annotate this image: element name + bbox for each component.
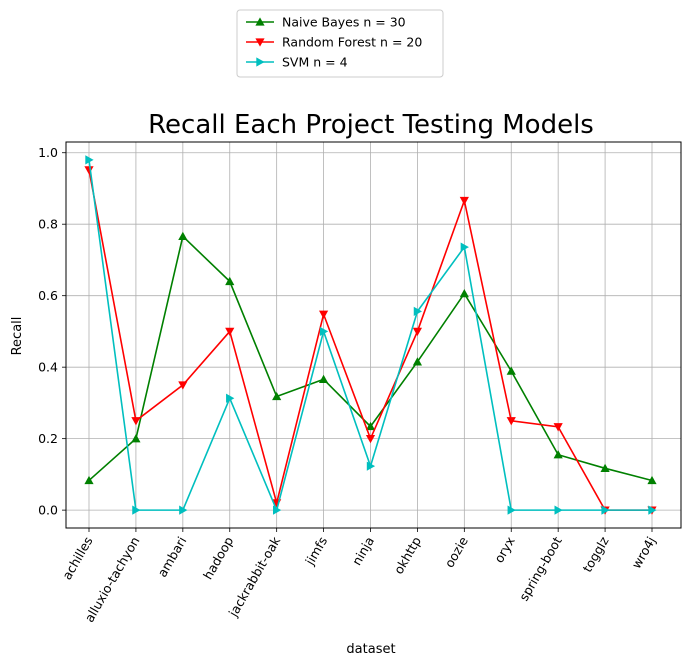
y-tick-label: 0.8 (38, 217, 58, 232)
data-point (225, 327, 235, 337)
x-tick-label: spring-boot (516, 534, 565, 604)
data-point (365, 421, 376, 431)
data-point (506, 366, 516, 375)
data-point (84, 166, 94, 175)
legend-marker (256, 57, 265, 67)
data-point (506, 417, 516, 426)
data-point (365, 434, 376, 444)
data-point (412, 327, 423, 337)
data-point (179, 505, 188, 515)
x-tick-label: oozie (441, 534, 471, 570)
plot-area-frame (65, 141, 682, 529)
x-tick-label: ninja (349, 534, 377, 568)
legend-marker (255, 17, 265, 26)
data-point (226, 393, 235, 403)
legend: Naive Bayes n = 30 Random Forest n = 20 SV… (236, 9, 444, 78)
data-point (459, 196, 469, 206)
x-tick-label: jimfs (302, 534, 331, 568)
y-tick-label: 0.4 (38, 360, 58, 375)
data-point (319, 326, 329, 337)
y-tick-label: 1.0 (38, 145, 58, 160)
x-tick-label: wro4j (629, 534, 659, 571)
x-tick-label: togglz (579, 534, 611, 575)
y-tick-label: 0.6 (38, 288, 58, 303)
data-point (131, 434, 141, 443)
legend-label: Random Forest n = 20 (282, 35, 422, 50)
data-point (647, 475, 657, 485)
series-0 (84, 231, 657, 485)
y-axis-label: Recall (10, 317, 25, 356)
grid-lines (66, 142, 681, 528)
series-2 (85, 155, 657, 515)
data-point (507, 505, 516, 515)
data-point (412, 357, 423, 366)
x-tick-label: ambari (154, 534, 189, 580)
legend-entry: Naive Bayes n = 30 (246, 15, 406, 30)
data-point (272, 391, 282, 401)
legend-label: SVM n = 4 (282, 55, 348, 70)
data-point (318, 374, 329, 383)
data-point (178, 381, 188, 390)
legend-marker (255, 38, 265, 47)
data-point (366, 461, 376, 471)
data-point (318, 310, 329, 319)
x-tick-label: hadoop (200, 534, 236, 582)
legend-box (236, 9, 444, 78)
data-point (225, 276, 235, 286)
data-point (648, 505, 657, 515)
data-point (84, 475, 94, 485)
x-tick-label: oryx (491, 534, 518, 565)
data-point (85, 155, 94, 165)
data-point (460, 242, 469, 252)
data-point (600, 463, 610, 472)
legend-entry: SVM n = 4 (246, 55, 348, 70)
legend-entries: Naive Bayes n = 30 Random Forest n = 20 SV… (246, 15, 422, 70)
data-point (601, 505, 610, 515)
x-tick-label: okhttp (391, 534, 424, 577)
data-point (132, 505, 141, 515)
data-point (131, 417, 141, 426)
x-tick-label: jackrabbit-oak (225, 533, 284, 620)
chart-title: Recall Each Project Testing Models (148, 110, 594, 140)
y-tick-label: 0.0 (38, 503, 58, 518)
data-point (553, 423, 563, 432)
legend-label: Naive Bayes n = 30 (282, 15, 406, 30)
data-point (553, 450, 563, 459)
data-point (178, 231, 188, 241)
legend-entry: Random Forest n = 20 (246, 35, 422, 50)
data-point (554, 505, 563, 515)
x-tick-label: achilles (59, 534, 96, 582)
y-tick-label: 0.2 (38, 431, 58, 446)
data-point (459, 288, 469, 298)
series-lines (84, 155, 657, 515)
data-point (413, 306, 423, 317)
x-axis-label: dataset (346, 642, 395, 657)
data-point (272, 505, 282, 515)
